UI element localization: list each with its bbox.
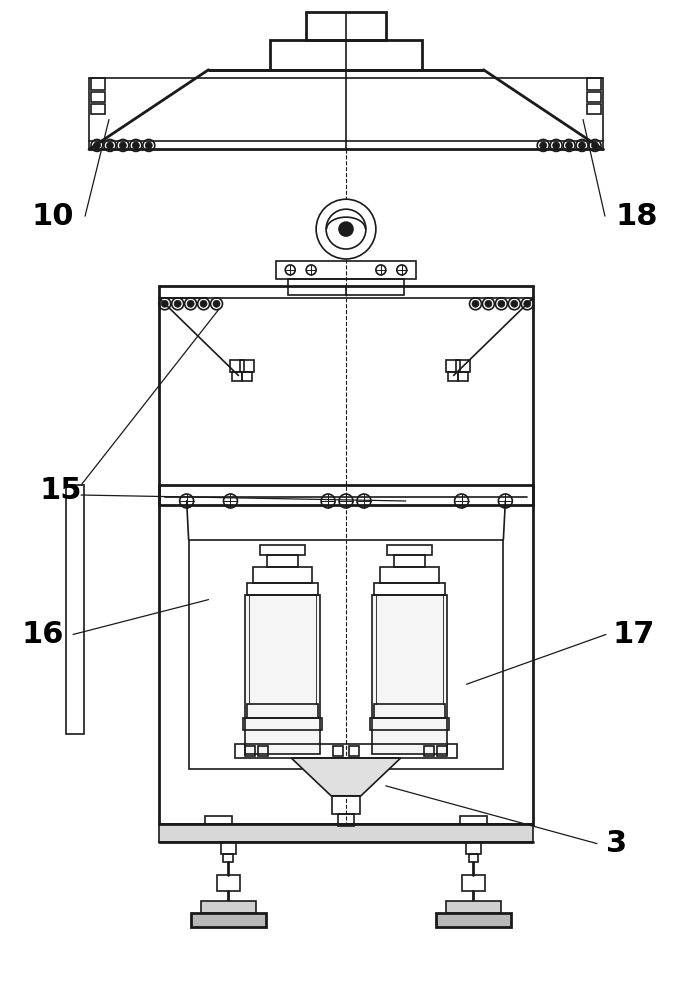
Bar: [91, 78, 105, 90]
Bar: [246, 595, 320, 754]
Circle shape: [339, 222, 353, 236]
Bar: [221, 842, 237, 854]
Bar: [446, 360, 459, 372]
Circle shape: [511, 300, 518, 307]
Circle shape: [553, 142, 560, 149]
Bar: [189, 540, 503, 769]
Circle shape: [540, 142, 547, 149]
Bar: [587, 78, 601, 90]
Bar: [233, 372, 242, 381]
Bar: [374, 704, 444, 718]
Bar: [374, 583, 444, 595]
Text: 17: 17: [612, 620, 655, 649]
Bar: [201, 901, 256, 913]
Circle shape: [592, 142, 599, 149]
Bar: [205, 816, 233, 824]
Bar: [468, 854, 478, 862]
Circle shape: [579, 142, 585, 149]
Bar: [459, 816, 487, 824]
Bar: [446, 901, 502, 913]
Bar: [240, 360, 255, 372]
Bar: [158, 286, 534, 505]
Bar: [217, 875, 240, 891]
Circle shape: [161, 300, 168, 307]
Bar: [267, 555, 298, 567]
Polygon shape: [291, 758, 401, 796]
Bar: [587, 92, 601, 102]
Bar: [587, 104, 601, 114]
Circle shape: [93, 142, 100, 149]
Bar: [306, 12, 386, 40]
Bar: [230, 360, 244, 372]
Bar: [332, 796, 360, 814]
Bar: [338, 814, 354, 826]
Circle shape: [472, 300, 479, 307]
Bar: [246, 746, 255, 756]
Text: 3: 3: [606, 829, 628, 858]
Bar: [260, 545, 305, 555]
Circle shape: [524, 300, 531, 307]
Text: 10: 10: [32, 202, 75, 231]
Bar: [370, 718, 448, 730]
Bar: [248, 704, 318, 718]
Bar: [466, 842, 482, 854]
Bar: [253, 567, 312, 583]
Bar: [244, 718, 322, 730]
Circle shape: [213, 300, 220, 307]
Bar: [235, 744, 457, 758]
Bar: [242, 372, 253, 381]
Circle shape: [120, 142, 127, 149]
Bar: [258, 746, 268, 756]
Bar: [387, 545, 432, 555]
Bar: [66, 485, 84, 734]
Text: 16: 16: [22, 620, 64, 649]
Bar: [190, 913, 266, 927]
Bar: [333, 746, 343, 756]
Bar: [462, 875, 486, 891]
Circle shape: [498, 300, 505, 307]
Circle shape: [132, 142, 139, 149]
Circle shape: [200, 300, 207, 307]
Bar: [455, 360, 469, 372]
Bar: [394, 555, 425, 567]
Bar: [224, 854, 233, 862]
Circle shape: [187, 300, 194, 307]
Bar: [372, 595, 446, 754]
Text: 18: 18: [616, 202, 658, 231]
Bar: [158, 485, 534, 824]
Circle shape: [145, 142, 152, 149]
Bar: [289, 279, 403, 295]
Circle shape: [174, 300, 181, 307]
Bar: [248, 583, 318, 595]
Bar: [424, 746, 434, 756]
Bar: [349, 746, 359, 756]
Bar: [436, 913, 511, 927]
Circle shape: [107, 142, 113, 149]
Bar: [271, 40, 421, 70]
Bar: [91, 104, 105, 114]
Bar: [91, 92, 105, 102]
Text: 15: 15: [40, 476, 82, 505]
Circle shape: [565, 142, 572, 149]
Bar: [448, 372, 457, 381]
Bar: [457, 372, 468, 381]
Bar: [158, 824, 534, 842]
Circle shape: [485, 300, 492, 307]
Bar: [380, 567, 439, 583]
Bar: [437, 746, 446, 756]
Bar: [276, 261, 416, 279]
